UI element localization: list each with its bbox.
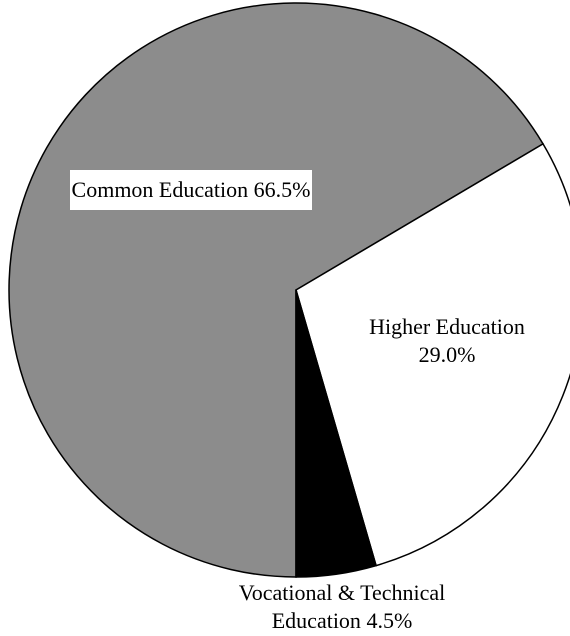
- slice-label: Common Education 66.5%: [70, 170, 312, 210]
- category-label: Common Education: [71, 177, 249, 202]
- value-label: 4.5%: [366, 608, 413, 633]
- pie-slice: [8, 2, 545, 578]
- pie-slice: [295, 289, 377, 578]
- slice-label: Vocational & Technical Education 4.5%: [202, 579, 482, 635]
- category-label: Higher Education: [369, 314, 525, 339]
- value-label: 66.5%: [253, 177, 311, 202]
- value-label: 29.0%: [418, 342, 476, 367]
- pie-slice: [295, 142, 570, 567]
- category-label: Vocational & Technical Education: [238, 580, 446, 633]
- slice-label: Higher Education 29.0%: [337, 313, 557, 369]
